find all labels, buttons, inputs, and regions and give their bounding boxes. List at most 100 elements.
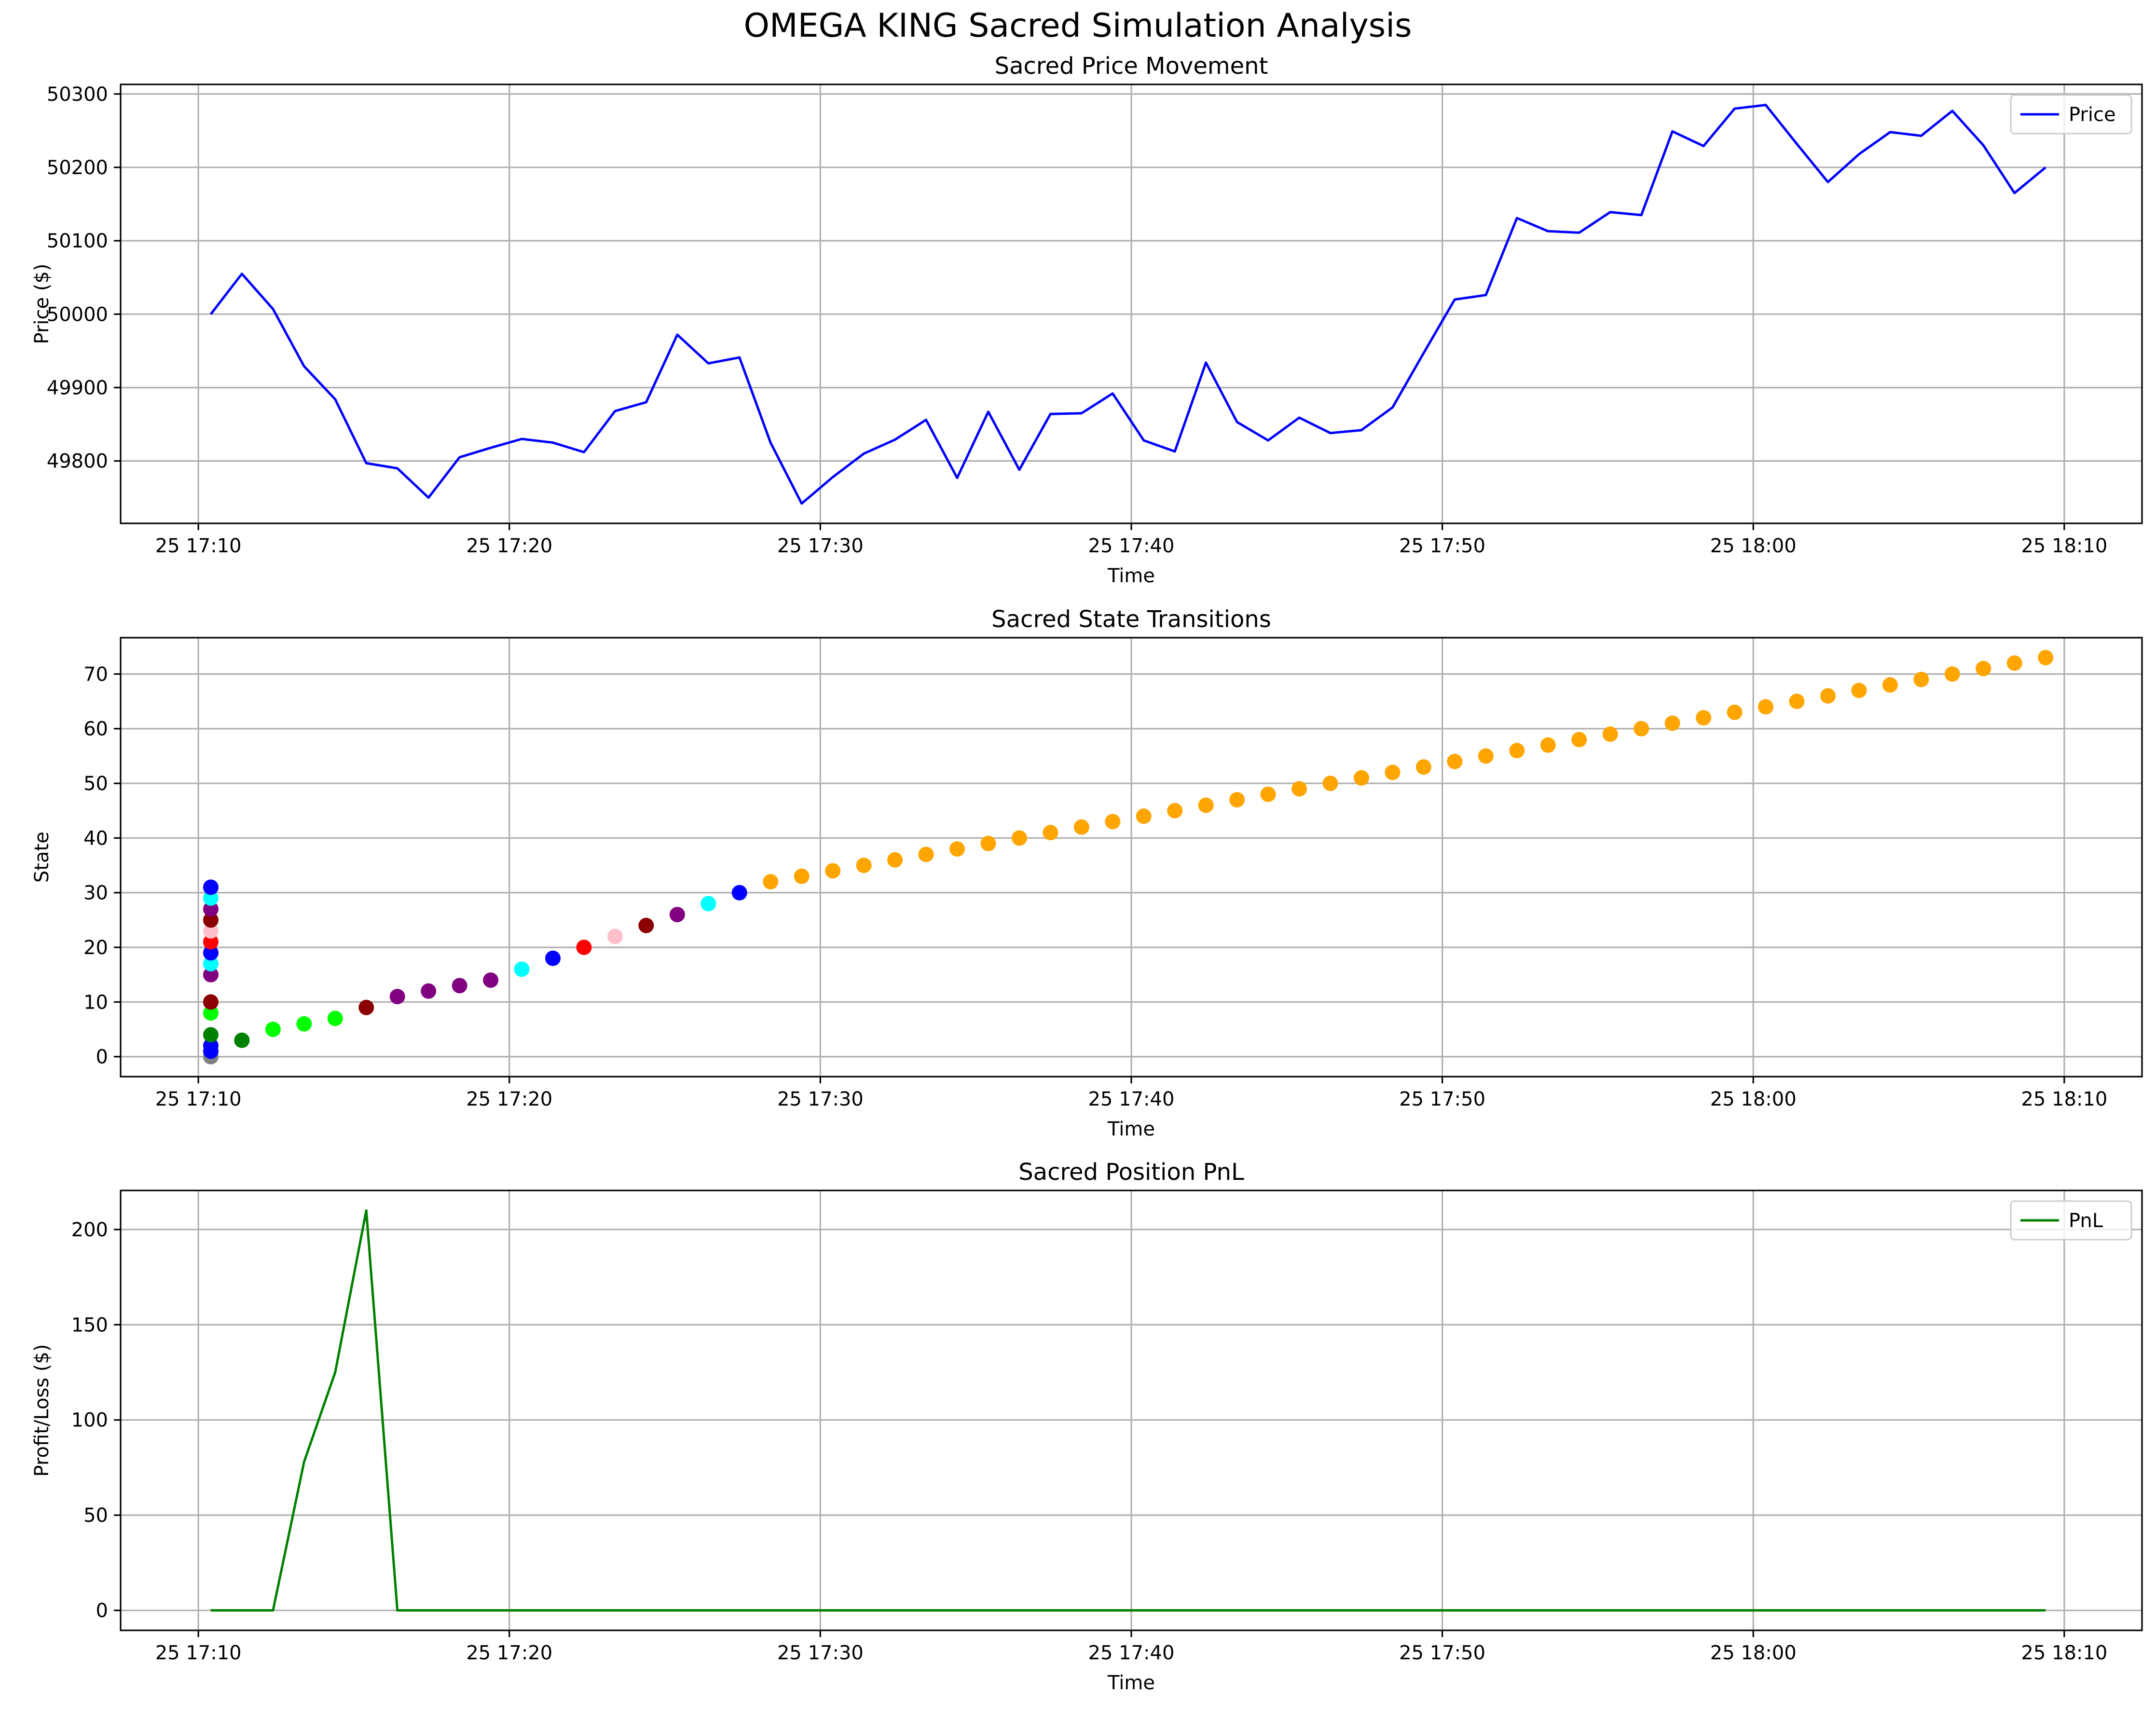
plot-area	[210, 1209, 2046, 1612]
y-tick-label: 70	[83, 663, 108, 685]
state-point	[203, 1038, 219, 1053]
x-tick-label: 25 17:50	[1399, 1642, 1485, 1664]
x-axis-label: Time	[1107, 565, 1155, 587]
plot-area	[209, 104, 2046, 505]
state-point	[1136, 808, 1152, 824]
x-tick-label: 25 18:10	[2021, 1642, 2107, 1664]
y-axis-label: Price ($)	[31, 264, 53, 344]
state-point	[1229, 792, 1245, 808]
x-tick-label: 25 17:40	[1088, 535, 1175, 557]
x-tick-label: 25 17:40	[1088, 1642, 1175, 1664]
state-point	[483, 972, 499, 988]
x-tick-label: 25 17:30	[777, 1088, 864, 1110]
y-tick-label: 60	[83, 718, 108, 740]
state-point	[1727, 704, 1743, 720]
y-tick-label: 10	[83, 991, 108, 1013]
x-tick-label: 25 18:10	[2021, 1088, 2107, 1110]
x-tick-label: 25 18:00	[1710, 1088, 1797, 1110]
state-point	[1944, 666, 1960, 682]
y-axis-ticks: 0 10 20 30 40 50 60 70	[83, 663, 121, 1068]
state-point	[1976, 661, 1991, 677]
x-tick-label: 25 17:10	[155, 1088, 242, 1110]
state-point	[203, 879, 219, 895]
figure-suptitle: OMEGA KING Sacred Simulation Analysis	[743, 7, 1412, 45]
state-point	[296, 1016, 312, 1032]
y-tick-label: 30	[83, 882, 108, 904]
legend-box	[2010, 1200, 2132, 1241]
state-point	[607, 929, 623, 944]
state-point	[1758, 699, 1774, 715]
state-point	[203, 912, 219, 928]
state-point	[700, 896, 716, 912]
state-point	[421, 983, 437, 999]
state-point	[1820, 688, 1836, 704]
state-point	[452, 978, 467, 994]
subplot-3: 25 17:10 25 17:20 25 17:30 25 17:40 25 17:50…	[31, 1159, 2143, 1694]
state-point	[1322, 776, 1338, 792]
y-tick-label: 49900	[47, 377, 108, 399]
x-axis-ticks: 25 17:10 25 17:20 25 17:30 25 17:40 25 17:50…	[155, 523, 2107, 557]
state-point	[1851, 683, 1867, 698]
state-point	[1447, 753, 1463, 769]
legend-box	[2010, 94, 2132, 135]
state-point	[638, 917, 654, 933]
state-point	[358, 999, 374, 1015]
x-axis-label: Time	[1107, 1118, 1155, 1140]
state-point	[1664, 715, 1680, 731]
state-point	[1385, 765, 1401, 780]
legend: Price	[2010, 94, 2132, 135]
y-tick-label: 50300	[47, 83, 108, 106]
x-tick-label: 25 17:40	[1088, 1088, 1175, 1110]
x-tick-label: 25 17:50	[1399, 535, 1485, 557]
x-axis-ticks: 25 17:10 25 17:20 25 17:30 25 17:40 25 17:50…	[155, 1077, 2107, 1110]
x-tick-label: 25 18:00	[1710, 1642, 1797, 1664]
state-point	[203, 967, 219, 983]
subplot-title: Sacred Price Movement	[995, 53, 1268, 80]
legend-label: PnL	[2069, 1210, 2103, 1232]
y-tick-label: 50200	[47, 157, 108, 179]
y-tick-label: 49800	[47, 451, 108, 473]
series-line-pnl	[210, 1209, 2046, 1612]
y-tick-label: 50100	[47, 230, 108, 252]
state-point	[1634, 721, 1649, 737]
state-point	[887, 852, 903, 868]
state-point	[203, 890, 219, 906]
state-point	[763, 874, 779, 889]
y-tick-label: 150	[71, 1314, 108, 1336]
subplot-title: Sacred Position PnL	[1018, 1159, 1244, 1186]
x-tick-label: 25 17:20	[466, 1642, 552, 1664]
state-point	[203, 1027, 219, 1043]
state-point	[545, 950, 561, 966]
x-tick-label: 25 17:20	[466, 535, 552, 557]
y-tick-label: 50000	[47, 303, 108, 326]
grid-lines	[121, 638, 2142, 1077]
subplot-panels: 25 17:10 25 17:20 25 17:30 25 17:40 25 17:50…	[31, 53, 2143, 1694]
state-point	[2038, 650, 2054, 666]
state-point	[203, 994, 219, 1010]
x-tick-label: 25 17:10	[155, 1642, 242, 1664]
y-axis-label: Profit/Loss ($)	[31, 1344, 53, 1477]
x-tick-label: 25 18:00	[1710, 535, 1797, 557]
state-point	[1105, 814, 1121, 830]
x-tick-label: 25 17:30	[777, 535, 864, 557]
x-tick-label: 25 17:50	[1399, 1088, 1485, 1110]
state-point	[1291, 781, 1307, 797]
state-point	[203, 923, 219, 939]
y-tick-label: 0	[96, 1046, 108, 1068]
state-point	[514, 961, 530, 977]
y-tick-label: 20	[83, 937, 108, 959]
state-point	[1043, 825, 1058, 841]
state-point	[327, 1011, 343, 1026]
x-tick-label: 25 17:10	[155, 535, 242, 557]
state-point	[1415, 759, 1431, 775]
state-point	[1260, 786, 1276, 802]
plot-area	[203, 650, 2054, 1065]
state-point	[1602, 726, 1618, 742]
x-tick-label: 25 17:20	[466, 1088, 552, 1110]
state-point	[576, 939, 592, 955]
state-point	[1509, 743, 1525, 759]
state-point	[1696, 710, 1712, 726]
state-point	[918, 847, 934, 862]
state-point	[980, 835, 996, 851]
grid-lines	[121, 84, 2142, 523]
